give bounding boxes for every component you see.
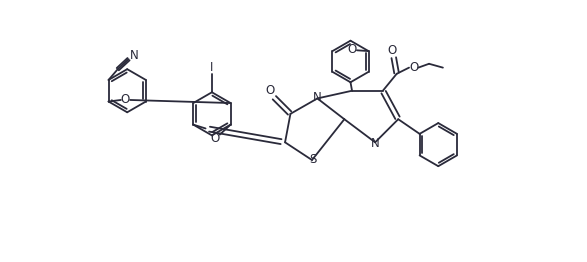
Text: O: O	[121, 94, 130, 106]
Text: O: O	[387, 44, 397, 57]
Text: I: I	[210, 61, 214, 74]
Text: O: O	[409, 61, 419, 74]
Text: N: N	[313, 91, 322, 104]
Text: O: O	[347, 43, 356, 56]
Text: S: S	[309, 153, 316, 166]
Text: O: O	[211, 132, 220, 145]
Text: N: N	[130, 49, 139, 62]
Text: O: O	[265, 84, 274, 97]
Text: N: N	[371, 137, 380, 150]
